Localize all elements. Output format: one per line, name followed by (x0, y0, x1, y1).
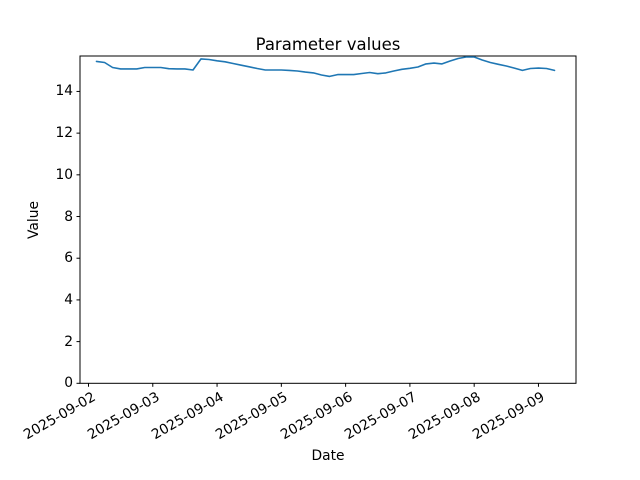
x-axis-label: Date (311, 448, 345, 464)
y-tick-label: 0 (64, 375, 73, 392)
y-tick-label: 2 (64, 333, 73, 350)
tick-marks (76, 90, 539, 387)
series-line (95, 56, 556, 78)
plot-border (79, 55, 577, 384)
y-tick-label: 4 (64, 291, 73, 308)
y-tick-label: 6 (64, 250, 73, 267)
y-tick-label: 12 (55, 125, 73, 142)
y-tick-label: 8 (64, 208, 73, 225)
chart-title: Parameter values (255, 35, 401, 54)
y-tick-label: 14 (55, 83, 73, 100)
y-tick-label: 10 (55, 166, 73, 183)
